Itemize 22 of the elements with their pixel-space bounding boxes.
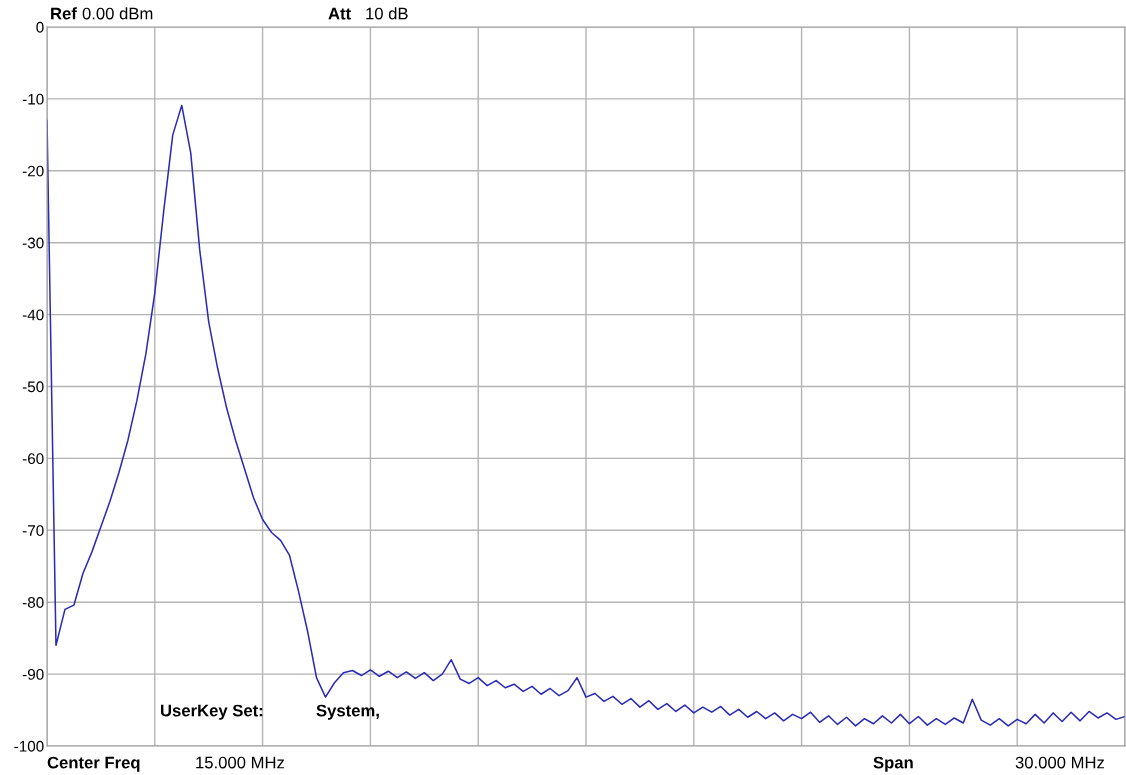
text: Ref — [51, 7, 77, 20]
y-tick-label: -40 — [22, 309, 44, 321]
y-tick-label: -80 — [22, 597, 44, 608]
y-tick-label: -90 — [22, 668, 44, 680]
y-tick-label: -60 — [22, 453, 44, 465]
y-tick-label: -100 — [14, 740, 44, 752]
text: Span — [873, 756, 913, 772]
y-tick-label: -30 — [22, 237, 44, 249]
annotation: System, — [316, 704, 379, 720]
line-series — [47, 104, 1125, 727]
text: 0.00 dBm — [82, 7, 153, 20]
y-tick-label: -50 — [22, 381, 44, 393]
text: 10 dB — [366, 7, 408, 20]
text: 15.000 MHz — [196, 756, 285, 769]
text: 30.000 MHz — [1015, 756, 1105, 769]
y-tick-label: 0 — [36, 21, 44, 33]
y-tick-label: -10 — [22, 93, 44, 105]
text: Center Freq — [47, 756, 140, 772]
text: Att — [328, 7, 351, 20]
annotation: UserKey Set: — [161, 704, 263, 720]
y-tick-label: -20 — [22, 165, 44, 177]
y-tick-label: -70 — [22, 525, 44, 536]
